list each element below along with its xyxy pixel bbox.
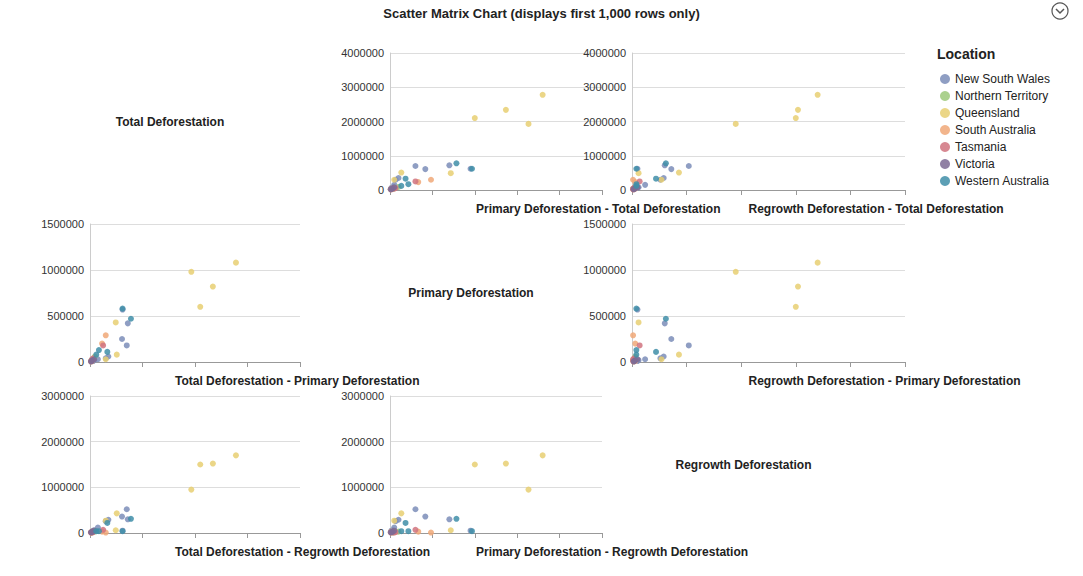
- svg-text:Regrowth Deforestation: Regrowth Deforestation: [675, 458, 811, 472]
- svg-text:Northern Territory: Northern Territory: [955, 89, 1048, 103]
- svg-text:3000000: 3000000: [583, 81, 626, 93]
- svg-text:1500000: 1500000: [41, 218, 84, 230]
- svg-text:Tasmania: Tasmania: [955, 140, 1007, 154]
- svg-text:Location: Location: [937, 46, 995, 62]
- svg-text:Western Australia: Western Australia: [955, 174, 1049, 188]
- svg-text:500000: 500000: [47, 310, 84, 322]
- svg-text:1000000: 1000000: [341, 481, 384, 493]
- svg-text:0: 0: [78, 527, 84, 539]
- svg-text:2000000: 2000000: [583, 116, 626, 128]
- svg-text:New South Wales: New South Wales: [955, 72, 1050, 86]
- svg-text:1000000: 1000000: [341, 150, 384, 162]
- svg-text:3000000: 3000000: [341, 390, 384, 402]
- svg-text:500000: 500000: [589, 310, 626, 322]
- svg-text:Regrowth Deforestation - Prima: Regrowth Deforestation - Primary Defores…: [748, 374, 1020, 388]
- svg-text:0: 0: [378, 527, 384, 539]
- svg-text:0: 0: [620, 356, 626, 368]
- svg-text:1000000: 1000000: [41, 481, 84, 493]
- svg-text:Scatter Matrix Chart (displays: Scatter Matrix Chart (displays first 1,0…: [383, 6, 699, 21]
- svg-text:Primary Deforestation - Total: Primary Deforestation - Total Deforestat…: [476, 202, 721, 216]
- svg-text:Queensland: Queensland: [955, 106, 1020, 120]
- svg-text:1500000: 1500000: [583, 218, 626, 230]
- svg-text:2000000: 2000000: [341, 436, 384, 448]
- svg-text:Primary Deforestation: Primary Deforestation: [408, 286, 533, 300]
- svg-text:South Australia: South Australia: [955, 123, 1036, 137]
- svg-text:2000000: 2000000: [341, 116, 384, 128]
- svg-text:3000000: 3000000: [341, 81, 384, 93]
- svg-text:1000000: 1000000: [583, 150, 626, 162]
- svg-text:Regrowth Deforestation - Total: Regrowth Deforestation - Total Deforesta…: [748, 202, 1003, 216]
- svg-text:Total Deforestation - Primary: Total Deforestation - Primary Deforestat…: [175, 374, 420, 388]
- svg-text:Total Deforestation: Total Deforestation: [116, 115, 224, 129]
- svg-text:1000000: 1000000: [41, 264, 84, 276]
- svg-text:4000000: 4000000: [583, 47, 626, 59]
- svg-text:2000000: 2000000: [41, 436, 84, 448]
- svg-text:3000000: 3000000: [41, 390, 84, 402]
- svg-text:Victoria: Victoria: [955, 157, 995, 171]
- svg-text:Primary Deforestation - Regrow: Primary Deforestation - Regrowth Defores…: [476, 545, 748, 559]
- svg-text:0: 0: [78, 356, 84, 368]
- svg-text:0: 0: [378, 184, 384, 196]
- svg-text:4000000: 4000000: [341, 47, 384, 59]
- svg-text:0: 0: [620, 184, 626, 196]
- svg-text:Total Deforestation - Regrowth: Total Deforestation - Regrowth Deforesta…: [175, 545, 430, 559]
- svg-text:1000000: 1000000: [583, 264, 626, 276]
